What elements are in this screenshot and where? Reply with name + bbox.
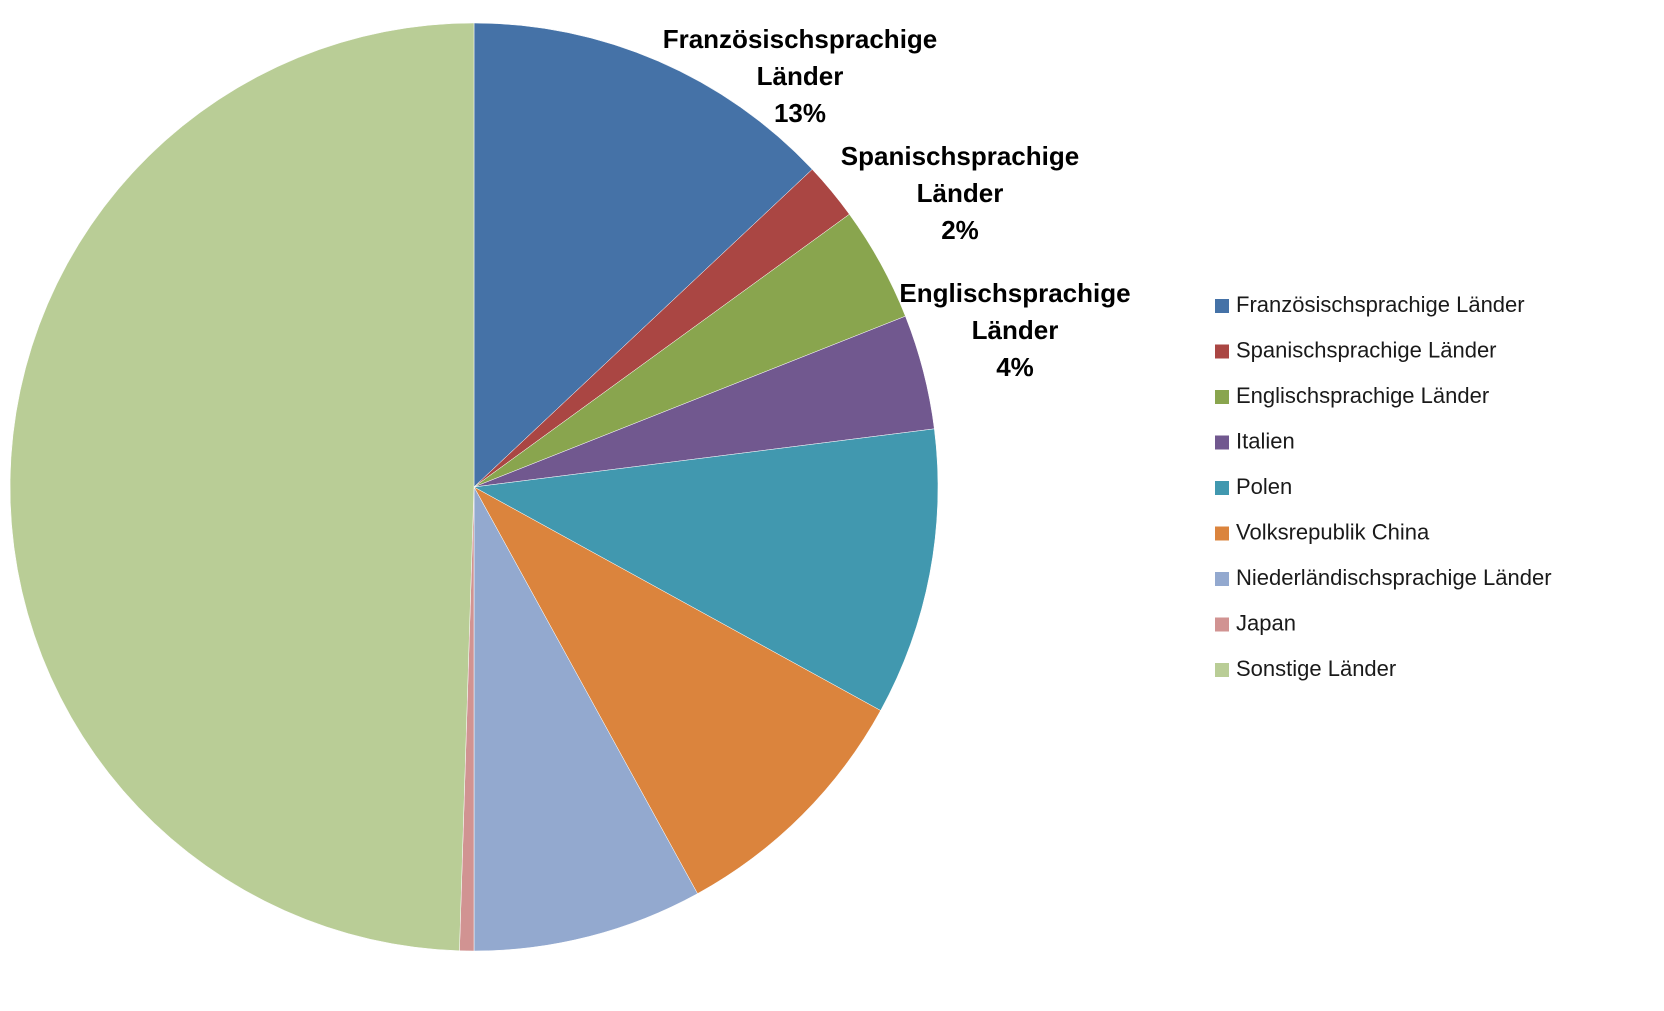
pie-slice-volksrepublik-china [473,486,881,894]
data-label-line: 13% [774,98,826,128]
data-label-line: 4% [996,352,1034,382]
legend-swatch [1215,390,1229,404]
pie-slices [9,22,939,952]
legend-item-spanischsprachige-laender: Spanischsprachige Länder [1215,337,1497,362]
legend-label: Niederländischsprachige Länder [1236,565,1552,590]
data-label-line: Spanischsprachige [841,141,1079,171]
legend-swatch [1215,344,1229,359]
data-label-franzoesischsprachige-laender: Französischsprachige Länder 13% [663,24,938,128]
legend-item-japan: Japan [1215,610,1296,635]
legend-swatch [1215,572,1229,586]
pie-data-labels: Französischsprachige Länder 13% Spanischspr… [663,24,1131,382]
data-label-line: Länder [917,178,1004,208]
pie-slice-niederlaendischsprachige-laender [473,486,698,952]
data-label-englischsprachige-laender: Englischsprachige Länder 4% [899,278,1130,382]
legend-item-polen: Polen [1215,474,1292,499]
legend-swatch [1215,481,1229,495]
legend-label: Volksrepublik China [1236,519,1430,544]
data-label-line: Englischsprachige [899,278,1130,308]
legend-label: Englischsprachige Länder [1236,383,1489,408]
legend-label: Polen [1236,474,1292,499]
legend: Französischsprachige Länder Spanischsprac… [1215,292,1552,681]
legend-label: Spanischsprachige Länder [1236,337,1497,362]
legend-item-niederlaendischsprachige-laender: Niederländischsprachige Länder [1215,565,1552,590]
pie-slice-sonstige-laender [9,22,475,952]
data-label-line: Länder [757,61,844,91]
legend-swatch [1215,435,1229,450]
legend-item-italien: Italien [1215,428,1295,453]
legend-label: Italien [1236,428,1295,453]
data-label-line: 2% [941,215,979,245]
data-label-spanischsprachige-laender: Spanischsprachige Länder 2% [841,141,1079,245]
legend-label: Französischsprachige Länder [1236,292,1525,317]
legend-item-franzoesischsprachige-laender: Französischsprachige Länder [1215,292,1525,317]
data-label-line: Länder [972,315,1059,345]
legend-swatch [1215,617,1229,632]
data-label-line: Französischsprachige [663,24,938,54]
pie-slice-polen [473,428,939,711]
legend-label: Sonstige Länder [1236,656,1396,681]
legend-label: Japan [1236,610,1296,635]
legend-swatch [1215,299,1229,313]
legend-item-englischsprachige-laender: Englischsprachige Länder [1215,383,1489,408]
legend-swatch [1215,663,1229,677]
legend-swatch [1215,526,1229,541]
legend-item-volksrepublik-china: Volksrepublik China [1215,519,1430,544]
legend-item-sonstige-laender: Sonstige Länder [1215,656,1396,681]
pie-slice-franzoesischsprachige-laender [473,22,813,488]
